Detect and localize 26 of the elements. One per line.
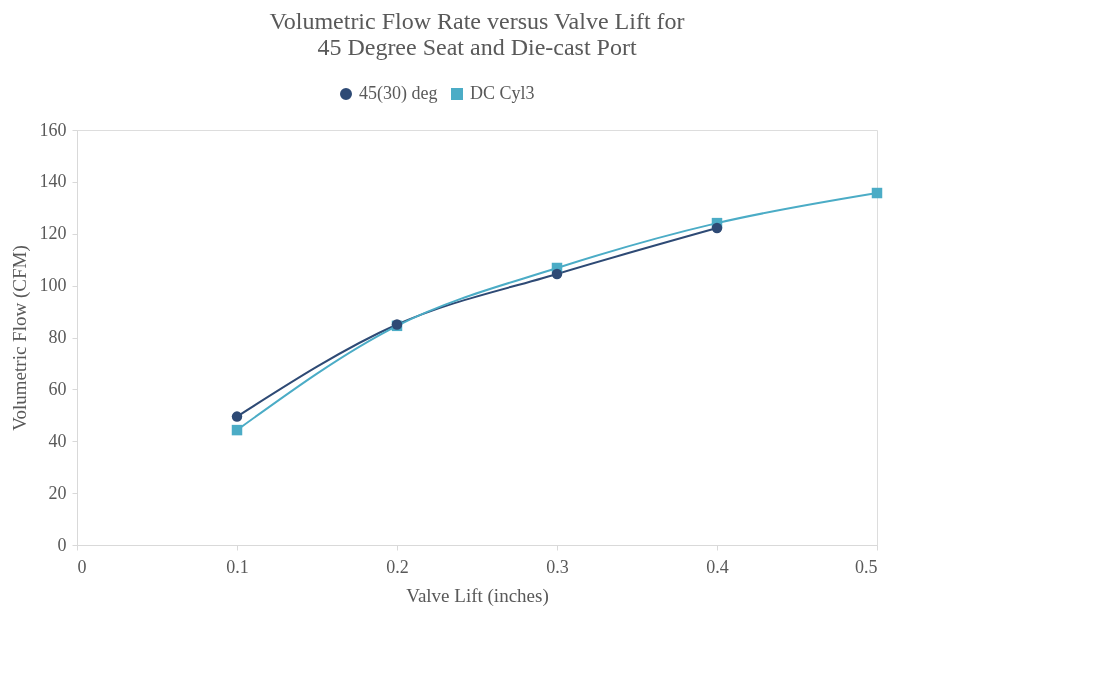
- y-tick-label: 20: [48, 482, 67, 503]
- y-tick-label: 120: [39, 223, 67, 244]
- y-tick-label: 140: [39, 171, 67, 192]
- legend-label: DC Cyl3: [470, 83, 535, 103]
- x-tick-label: 0.5: [855, 556, 878, 577]
- legend-label: 45(30) deg: [359, 83, 438, 104]
- x-tick-label: 0.2: [386, 556, 409, 577]
- x-tick-label: 0.1: [226, 556, 249, 577]
- y-tick-label: 40: [48, 430, 67, 451]
- point: [231, 424, 243, 436]
- text: Volumetric Flow Rate versus Valve Lift for: [269, 8, 685, 34]
- point: [231, 411, 243, 422]
- point: [871, 187, 883, 199]
- point: [551, 268, 563, 280]
- y-tick-label: 160: [39, 119, 67, 140]
- text: 45 Degree Seat and Die-cast Port: [317, 34, 637, 60]
- x-axis-title: Valve Lift (inches): [406, 584, 549, 607]
- y-tick-label: 0: [57, 534, 67, 555]
- point: [711, 222, 723, 234]
- x-tick-label: 0.4: [706, 556, 729, 577]
- y-tick-label: 100: [39, 275, 67, 296]
- x-tick-label: 0: [77, 556, 87, 577]
- x-tick-label: 0.3: [546, 556, 569, 577]
- y-tick-label: 60: [48, 378, 67, 399]
- y-axis-title: Volumetric Flow (CFM): [8, 245, 31, 431]
- y-tick-label: 80: [48, 327, 67, 347]
